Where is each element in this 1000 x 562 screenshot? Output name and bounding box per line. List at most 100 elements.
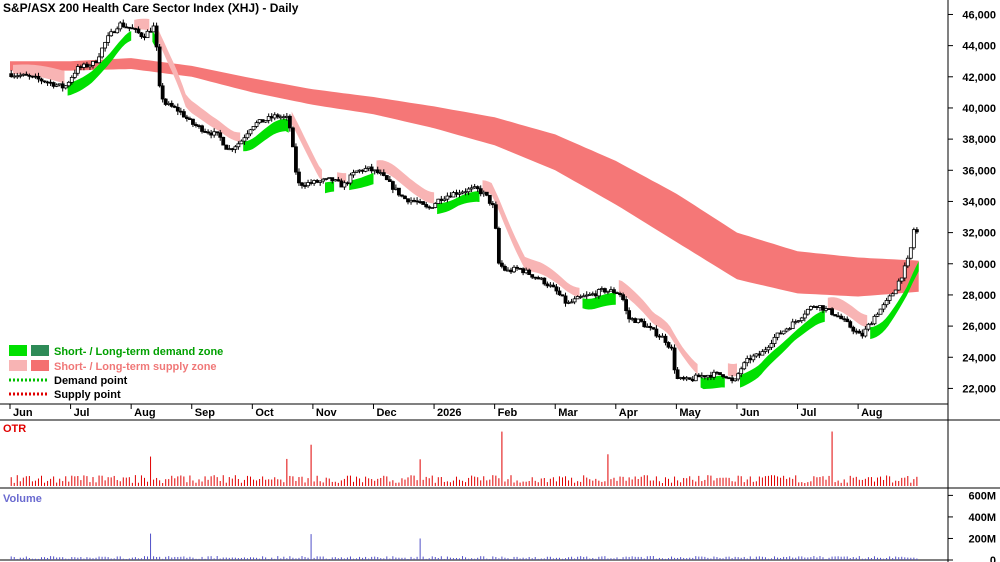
candle-body-113 [351,172,356,176]
candle-body-143 [442,198,447,201]
candle-body-70 [221,136,226,146]
candle-body-115 [357,169,362,172]
candle-body-30 [100,47,104,58]
candle-body-293 [896,280,901,291]
x-tick-label-8: Feb [498,407,518,419]
candle-body-264 [808,306,813,310]
x-tick-label-12: Jun [740,407,760,419]
candle-body-201 [618,293,622,296]
candle-body-238 [730,377,735,382]
candle-body-48 [154,25,159,48]
y-tick-label-6: 34,000 [962,196,996,208]
candle-body-87 [272,114,277,119]
candle-body-93 [291,127,295,148]
candle-body-198 [609,289,613,292]
candle-body-239 [733,378,738,382]
candle-body-39 [127,26,132,29]
candle-body-221 [678,377,683,379]
candle-body-21 [72,72,77,78]
candle-body-128 [397,187,401,196]
candle-body-154 [475,186,480,190]
candle-body-27 [91,60,95,66]
candle-body-216 [663,335,668,343]
candle-body-291 [890,293,895,297]
candle-body-276 [845,318,850,323]
candle-body-121 [375,169,380,174]
candle-body-176 [542,277,547,285]
candle-body-194 [596,289,601,297]
candle-body-13 [48,81,53,84]
long-term-supply-zone [10,58,919,297]
candle-body-52 [166,102,171,105]
candle-body-11 [42,80,47,83]
candle-body-158 [487,194,492,204]
candle-body-159 [490,203,495,206]
candle-body-138 [427,206,432,209]
candle-body-65 [206,131,210,134]
candle-body-240 [736,373,741,380]
candle-body-101 [315,180,320,183]
candle-body-252 [772,336,777,344]
candle-body-58 [184,116,189,119]
candle-body-224 [687,377,692,380]
candle-body-188 [578,296,583,298]
candle-body-151 [466,188,471,193]
candle-body-124 [384,175,389,181]
candle-body-171 [527,269,532,275]
candle-body-275 [842,318,847,321]
volume-y-tick-label-0: 0 [990,555,996,562]
candle-body-88 [275,114,280,118]
candle-body-227 [696,374,701,378]
legend-supply-short-swatch [9,360,27,371]
candle-body-174 [536,277,541,280]
candle-body-123 [381,172,386,176]
candle-body-292 [893,289,898,295]
candle-body-77 [242,137,247,142]
candle-body-273 [836,315,841,318]
y-tick-label-9: 40,000 [962,103,996,115]
candle-body-196 [602,288,607,293]
candle-body-105 [327,177,332,180]
candle-body-80 [251,126,256,131]
candle-body-32 [106,35,111,43]
candle-body-177 [545,283,550,287]
candle-body-237 [727,377,731,380]
candle-body-294 [899,277,904,282]
candle-body-129 [400,194,404,197]
x-tick-label-2: Aug [134,407,155,419]
x-tick-label-11: May [679,407,701,419]
short-term-demand-zone-14 [582,292,616,310]
legend-demand-zone-label: Short- / Long-term demand zone [54,346,223,358]
candle-body-82 [257,119,262,124]
short-term-demand-zone-6 [243,118,289,152]
candle-body-8 [33,75,38,78]
candle-body-197 [606,290,610,293]
candle-body-281 [860,332,865,337]
candle-body-97 [303,185,307,187]
candle-body-7 [30,75,35,78]
candle-body-206 [633,318,638,324]
candle-body-38 [124,26,129,29]
x-tick-label-13: Jul [801,407,817,419]
candle-body-10 [39,78,44,82]
candle-body-100 [312,180,317,184]
candle-body-25 [85,63,89,68]
candle-body-297 [908,247,913,259]
candle-body-250 [766,346,771,351]
x-tick-label-7: 2026 [437,407,461,419]
candle-body-234 [718,372,722,375]
candle-body-232 [712,371,716,378]
candle-body-218 [669,346,674,349]
short-term-demand-zone-8 [325,181,335,194]
candle-body-149 [460,191,465,194]
volume-y-tick-label-2: 400M [968,512,996,524]
candle-body-103 [321,178,326,182]
candle-body-271 [830,308,834,315]
candle-body-50 [160,85,165,100]
candle-body-43 [139,32,144,38]
x-tick-label-6: Dec [376,407,396,419]
legend-demand-long-swatch [31,345,49,356]
candle-body-31 [103,41,108,49]
